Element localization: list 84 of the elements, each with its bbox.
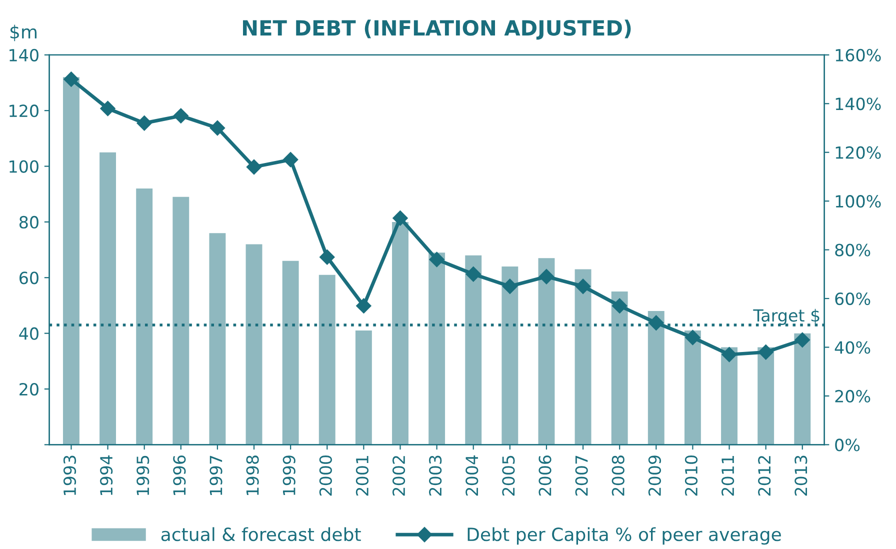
point — [356, 298, 372, 314]
point — [502, 278, 518, 294]
x-tick-label: 2006 — [538, 455, 552, 496]
x-tick-label: 1997 — [210, 456, 222, 495]
point — [722, 346, 737, 362]
x-tick-label: 2005 — [502, 456, 515, 496]
point — [320, 250, 335, 265]
legend-label: Debt per Capita % of peer average — [468, 527, 781, 545]
bar — [392, 222, 408, 445]
y-tick-label: 20 — [20, 382, 38, 396]
point — [685, 330, 700, 346]
x-tick-label: 1999 — [282, 456, 296, 495]
y-tick-label: 80 — [19, 216, 38, 229]
point — [794, 332, 810, 348]
ref-line-label: Target $ — [753, 308, 820, 325]
x-tick-label: 1996 — [173, 455, 186, 495]
y2-tick-label: 160% — [836, 48, 881, 62]
x-tick-label: 2004 — [466, 455, 478, 496]
point — [64, 72, 79, 87]
bar — [318, 274, 336, 445]
y2-tick-label: 40% — [834, 341, 870, 354]
y2-tick-label: 60% — [835, 292, 870, 306]
x-tick-label: 2010 — [684, 456, 698, 496]
bar — [611, 292, 628, 445]
point — [210, 120, 226, 136]
x-tick-label: 2009 — [648, 456, 661, 496]
y2-tick-label: 20% — [835, 390, 870, 403]
bar — [648, 311, 664, 445]
bar — [758, 347, 774, 445]
bar — [465, 255, 482, 445]
x-tick-label: 2001 — [356, 456, 369, 496]
bar — [355, 330, 372, 445]
point — [246, 159, 262, 175]
point — [282, 152, 298, 168]
x-tick-label: 2013 — [794, 456, 808, 496]
y2-tick-label: 140% — [836, 98, 881, 110]
point — [173, 108, 188, 124]
bar — [282, 260, 299, 445]
point — [100, 100, 116, 116]
legend-label: actual & forecast debt — [161, 527, 361, 542]
x-tick-label: 1994 — [100, 455, 113, 495]
point — [466, 266, 481, 282]
bar — [62, 77, 80, 445]
y2-tick-label: 100% — [836, 195, 881, 208]
y-tick-label: 40 — [19, 327, 38, 340]
y2-tick-label: 120% — [836, 146, 881, 159]
x-tick-label: 1995 — [136, 456, 150, 495]
y2-tick-label: 80% — [835, 244, 870, 256]
point — [575, 278, 591, 294]
point — [648, 315, 664, 330]
y-tick-label: 120 — [10, 104, 38, 118]
x-tick-label: 2008 — [612, 456, 624, 496]
x-tick-label: 1993 — [63, 456, 76, 495]
x-tick-label: 2002 — [392, 456, 406, 496]
bar — [721, 347, 738, 445]
point — [612, 298, 628, 314]
x-tick-label: 2003 — [429, 456, 442, 496]
point — [429, 252, 444, 268]
bar — [246, 244, 262, 445]
x-tick-label: 2000 — [319, 456, 332, 496]
x-tick-label: 2011 — [721, 456, 734, 496]
chart-title: NET DEBT (INFLATION ADJUSTED) — [242, 20, 631, 40]
bar — [684, 330, 701, 445]
x-tick-label: 2012 — [758, 456, 771, 496]
bar — [100, 152, 116, 445]
y-tick-label: 60 — [20, 272, 38, 284]
y-tick-label: 100 — [10, 160, 38, 173]
bar — [794, 333, 811, 445]
bar — [136, 188, 153, 445]
point — [758, 344, 774, 360]
point — [538, 269, 554, 284]
point — [136, 116, 152, 131]
y2-tick-label: 0% — [835, 438, 860, 452]
y-tick-label: 140 — [10, 48, 38, 62]
bar — [209, 233, 226, 445]
x-tick-label: 1998 — [246, 456, 259, 495]
bar — [502, 266, 518, 445]
x-tick-label: 2007 — [575, 456, 588, 496]
bar — [574, 269, 592, 445]
point — [392, 210, 408, 226]
y-axis-title: $m — [10, 24, 37, 42]
bar — [428, 252, 446, 445]
bar — [538, 258, 555, 445]
bar — [172, 196, 190, 445]
